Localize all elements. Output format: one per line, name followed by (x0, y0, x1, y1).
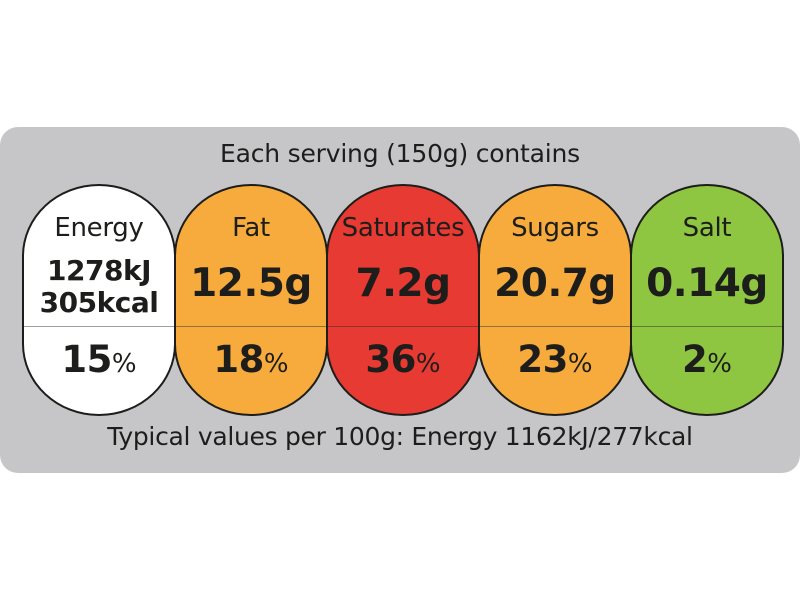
nutrient-percent: 18% (176, 338, 326, 381)
pill-divider (176, 326, 326, 327)
pill-divider (632, 326, 782, 327)
nutrient-pill-energy: Energy 1278kJ 305kcal 15% (22, 184, 176, 416)
nutrient-percent: 36% (328, 338, 478, 381)
percent-value: 15 (61, 338, 112, 381)
nutrient-percent: 23% (480, 338, 630, 381)
percent-symbol: % (707, 349, 732, 379)
energy-kcal: 305kcal (39, 286, 159, 319)
nutrition-label: Each serving (150g) contains Energy 1278… (0, 127, 800, 473)
energy-kj: 1278kJ (47, 254, 151, 287)
nutrient-amount: 0.14g (646, 261, 768, 306)
nutrient-pill-salt: Salt 0.14g 2% (630, 184, 784, 416)
percent-value: 18 (213, 338, 264, 381)
nutrient-percent: 2% (632, 338, 782, 381)
percent-value: 36 (365, 338, 416, 381)
percent-symbol: % (567, 349, 593, 379)
nutrient-percent: 15% (24, 338, 174, 381)
nutrient-pill-saturates: Saturates 7.2g 36% (326, 184, 480, 416)
percent-value: 2 (682, 338, 708, 381)
percent-symbol: % (111, 349, 137, 379)
serving-heading: Each serving (150g) contains (219, 139, 580, 168)
pill-divider (24, 326, 174, 327)
typical-values-footer: Typical values per 100g: Energy 1162kJ/2… (107, 422, 693, 451)
nutrient-pill-fat: Fat 12.5g 18% (174, 184, 328, 416)
pill-divider (480, 326, 630, 327)
nutrient-name: Sugars (511, 213, 599, 243)
nutrient-amount: 7.2g (355, 261, 451, 306)
nutrient-amount: 12.5g (190, 261, 312, 306)
nutrient-amount: 20.7g (494, 261, 616, 306)
nutrient-name: Saturates (341, 213, 465, 243)
nutrient-name: Energy (54, 213, 144, 243)
percent-symbol: % (415, 349, 441, 379)
percent-symbol: % (263, 349, 289, 379)
nutrient-pill-sugars: Sugars 20.7g 23% (478, 184, 632, 416)
pill-divider (328, 326, 478, 327)
nutrient-name: Fat (232, 213, 270, 243)
nutrient-name: Salt (682, 213, 732, 243)
percent-value: 23 (517, 338, 568, 381)
